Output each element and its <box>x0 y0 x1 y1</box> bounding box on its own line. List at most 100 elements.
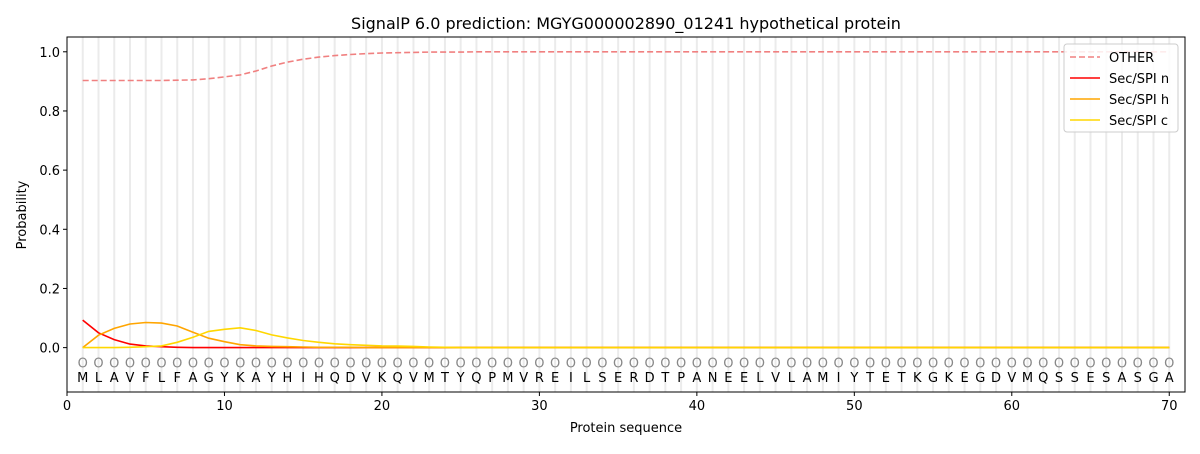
residue-label: E <box>882 371 890 386</box>
residue-label: D <box>645 371 655 386</box>
region-label: O <box>582 356 592 371</box>
region-label: O <box>896 356 906 371</box>
region-label: O <box>566 356 576 371</box>
residue-label: G <box>975 371 985 386</box>
x-tick-label: 60 <box>1004 399 1021 414</box>
residue-label: F <box>142 371 149 386</box>
region-label: O <box>881 356 891 371</box>
region-label: O <box>1038 356 1048 371</box>
residue-label: D <box>345 371 355 386</box>
residue-label: L <box>788 371 796 386</box>
region-label: O <box>676 356 686 371</box>
residue-label: V <box>409 371 418 386</box>
x-tick-label: 30 <box>531 399 548 414</box>
y-tick-label: 0.4 <box>39 223 60 238</box>
residue-label: Q <box>330 371 340 386</box>
y-tick-label: 0.0 <box>39 342 60 357</box>
region-label: O <box>597 356 607 371</box>
region-label: O <box>330 356 340 371</box>
region-label: O <box>660 356 670 371</box>
residue-label: V <box>519 371 528 386</box>
series-line-sec-spi-n <box>82 319 1170 349</box>
region-label: O <box>93 356 103 371</box>
region-label: O <box>1164 356 1174 371</box>
residue-label: H <box>314 371 324 386</box>
region-label: O <box>219 356 229 371</box>
residue-label: K <box>913 371 922 386</box>
residue-label: K <box>236 371 245 386</box>
region-label: O <box>345 356 355 371</box>
region-label: O <box>944 356 954 371</box>
residue-label: Y <box>849 371 858 386</box>
region-label: O <box>456 356 466 371</box>
residue-label: A <box>1118 371 1127 386</box>
residue-label: S <box>598 371 606 386</box>
residue-label: E <box>1086 371 1094 386</box>
region-label: O <box>723 356 733 371</box>
residue-label: S <box>1055 371 1063 386</box>
region-label: O <box>298 356 308 371</box>
legend-label: Sec/SPI h <box>1109 93 1169 108</box>
residue-label: Q <box>1038 371 1048 386</box>
region-label: O <box>188 356 198 371</box>
region-label: O <box>1022 356 1032 371</box>
y-tick-label: 1.0 <box>39 46 60 61</box>
series-lines <box>82 50 1170 349</box>
region-label: O <box>78 356 88 371</box>
region-label: O <box>471 356 481 371</box>
residue-label: S <box>1071 371 1079 386</box>
residue-label: Y <box>219 371 228 386</box>
region-label: O <box>424 356 434 371</box>
residue-label: M <box>817 371 828 386</box>
residue-label: F <box>173 371 180 386</box>
x-tick-label: 0 <box>63 399 71 414</box>
residue-label: Y <box>456 371 465 386</box>
x-tick-label: 20 <box>374 399 391 414</box>
region-label: O <box>849 356 859 371</box>
region-label: O <box>1133 356 1143 371</box>
residue-label: T <box>897 371 906 386</box>
residue-label: R <box>629 371 638 386</box>
residue-label: L <box>583 371 591 386</box>
region-label: O <box>487 356 497 371</box>
residue-label: M <box>1022 371 1033 386</box>
residue-label: M <box>424 371 435 386</box>
residue-label: S <box>1134 371 1142 386</box>
region-label: O <box>613 356 623 371</box>
residue-label: A <box>110 371 119 386</box>
residue-label: L <box>158 371 166 386</box>
residue-label: T <box>440 371 449 386</box>
legend-label: OTHER <box>1109 51 1154 66</box>
residue-label: Q <box>471 371 481 386</box>
region-label: O <box>818 356 828 371</box>
residue-label: A <box>189 371 198 386</box>
region-label: O <box>204 356 214 371</box>
residue-label: L <box>756 371 764 386</box>
region-label: O <box>975 356 985 371</box>
y-tick-label: 0.6 <box>39 164 60 179</box>
region-label: O <box>1117 356 1127 371</box>
y-tick-label: 0.8 <box>39 105 60 120</box>
residue-label: P <box>677 371 685 386</box>
region-label: O <box>141 356 151 371</box>
region-label: O <box>109 356 119 371</box>
region-label: O <box>865 356 875 371</box>
residue-label: P <box>488 371 496 386</box>
region-label: O <box>235 356 245 371</box>
residue-label: Y <box>267 371 276 386</box>
residue-label: L <box>95 371 103 386</box>
residue-label: Q <box>393 371 403 386</box>
region-label: O <box>125 356 135 371</box>
x-tick-label: 40 <box>689 399 706 414</box>
region-label: O <box>156 356 166 371</box>
residue-label: N <box>708 371 718 386</box>
residue-label: V <box>362 371 371 386</box>
region-label: O <box>282 356 292 371</box>
region-label: O <box>1007 356 1017 371</box>
series-line-other <box>82 50 1170 82</box>
region-label: O <box>991 356 1001 371</box>
region-label: O <box>629 356 639 371</box>
legend-box <box>1063 43 1179 133</box>
region-label: O <box>802 356 812 371</box>
region-label: O <box>267 356 277 371</box>
